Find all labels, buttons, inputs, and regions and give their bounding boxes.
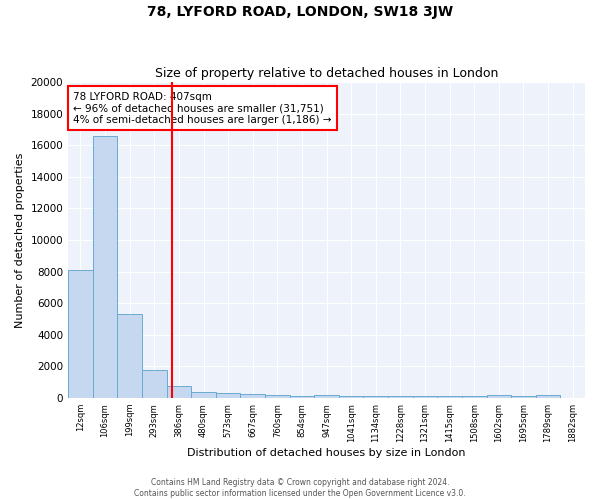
Bar <box>118 314 142 398</box>
Title: Size of property relative to detached houses in London: Size of property relative to detached ho… <box>155 66 498 80</box>
Bar <box>388 396 413 398</box>
Bar <box>339 396 364 398</box>
Bar <box>142 370 167 398</box>
Bar <box>191 392 216 398</box>
Text: 78, LYFORD ROAD, LONDON, SW18 3JW: 78, LYFORD ROAD, LONDON, SW18 3JW <box>147 5 453 19</box>
Bar <box>167 386 191 398</box>
Bar <box>437 396 462 398</box>
Bar <box>265 395 290 398</box>
Bar <box>241 394 265 398</box>
Text: Contains HM Land Registry data © Crown copyright and database right 2024.
Contai: Contains HM Land Registry data © Crown c… <box>134 478 466 498</box>
Bar <box>68 270 93 398</box>
Bar <box>487 395 511 398</box>
Bar <box>93 136 118 398</box>
Bar <box>314 395 339 398</box>
Bar <box>536 395 560 398</box>
Bar <box>216 393 241 398</box>
Bar <box>290 396 314 398</box>
X-axis label: Distribution of detached houses by size in London: Distribution of detached houses by size … <box>187 448 466 458</box>
Y-axis label: Number of detached properties: Number of detached properties <box>15 152 25 328</box>
Text: 78 LYFORD ROAD: 407sqm
← 96% of detached houses are smaller (31,751)
4% of semi-: 78 LYFORD ROAD: 407sqm ← 96% of detached… <box>73 92 332 124</box>
Bar <box>462 396 487 398</box>
Bar <box>511 396 536 398</box>
Bar <box>413 396 437 398</box>
Bar <box>364 396 388 398</box>
